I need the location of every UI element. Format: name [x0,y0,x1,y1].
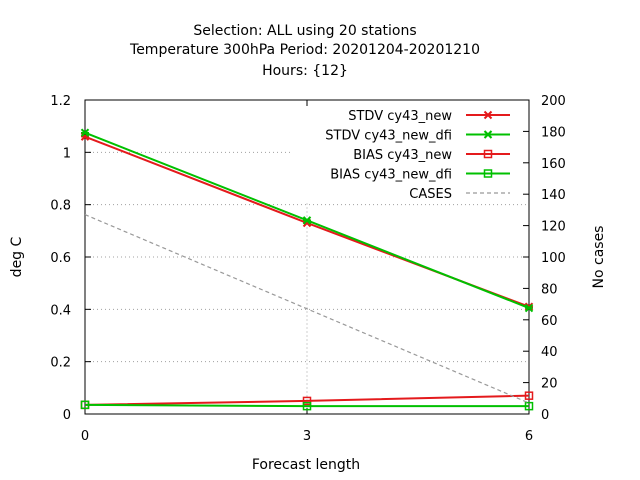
series-line-2 [84,394,530,406]
data-point-2-1 [302,396,312,406]
data-point-3-2 [524,401,534,411]
y-axis-label: deg C [9,236,25,277]
y-tick-label: 1.2 [50,94,71,109]
legend-item-0: STDV cy43_new [348,109,510,124]
x-axis-label: Forecast length [252,457,360,473]
data-point-2-2 [524,391,534,400]
data-point-1-0 [80,128,90,137]
data-point-1-1 [302,216,312,225]
y-tick-label: 0.2 [50,356,71,371]
y2-tick-label: 140 [541,188,566,203]
series-layer [80,128,534,411]
legend-label: BIAS cy43_new [353,148,452,163]
y2-tick-label: 180 [541,125,566,140]
legend-item-4: CASES [409,187,510,202]
title-line-2: Temperature 300hPa Period: 20201204-2020… [129,42,480,58]
title-line-3: Hours: {12} [262,63,348,79]
legend-item-2: BIAS cy43_new [353,148,510,163]
x-tick-label: 0 [81,429,89,444]
legend-item-3: BIAS cy43_new_dfi [330,168,510,183]
legend-label: CASES [409,187,452,202]
y2-tick-label: 60 [541,314,558,329]
y-tick-label: 0 [63,408,71,423]
y2-tick-label: 200 [541,94,566,109]
axes: 00.20.40.60.811.202040608010012014016018… [50,94,566,444]
series-line-4 [84,214,530,404]
data-point-3-1 [302,401,312,411]
legend-label: BIAS cy43_new_dfi [330,168,452,183]
legend: STDV cy43_new STDV cy43_new_dfi BIAS cy43_… [325,109,510,202]
legend-item-1: STDV cy43_new_dfi [325,129,510,144]
y2-tick-label: 0 [541,408,549,423]
y2-tick-label: 160 [541,157,566,172]
chart-title: Selection: ALL using 20 stations Tempera… [129,23,480,79]
title-line-1: Selection: ALL using 20 stations [193,23,416,39]
y-tick-label: 0.6 [50,251,71,266]
y2-tick-label: 80 [541,282,558,297]
y-tick-label: 1 [63,146,71,161]
data-point-1-2 [524,303,534,313]
legend-marker [483,130,493,139]
y2-tick-label: 20 [541,377,558,392]
data-point-3-0 [80,400,90,410]
y2-tick-label: 40 [541,345,558,360]
legend-marker [483,149,493,159]
legend-marker [483,169,493,178]
legend-marker [483,110,493,120]
y2-axis-label: No cases [591,226,607,289]
y2-tick-label: 120 [541,220,566,235]
plot-frame [84,99,530,415]
y-tick-label: 0.8 [50,199,71,214]
series-line-3 [84,403,529,408]
x-tick-label: 3 [303,429,311,444]
legend-label: STDV cy43_new_dfi [325,129,452,144]
x-tick-label: 6 [525,429,533,444]
y-tick-label: 0.4 [50,303,71,318]
y2-tick-label: 100 [541,251,566,266]
legend-label: STDV cy43_new [348,109,452,124]
